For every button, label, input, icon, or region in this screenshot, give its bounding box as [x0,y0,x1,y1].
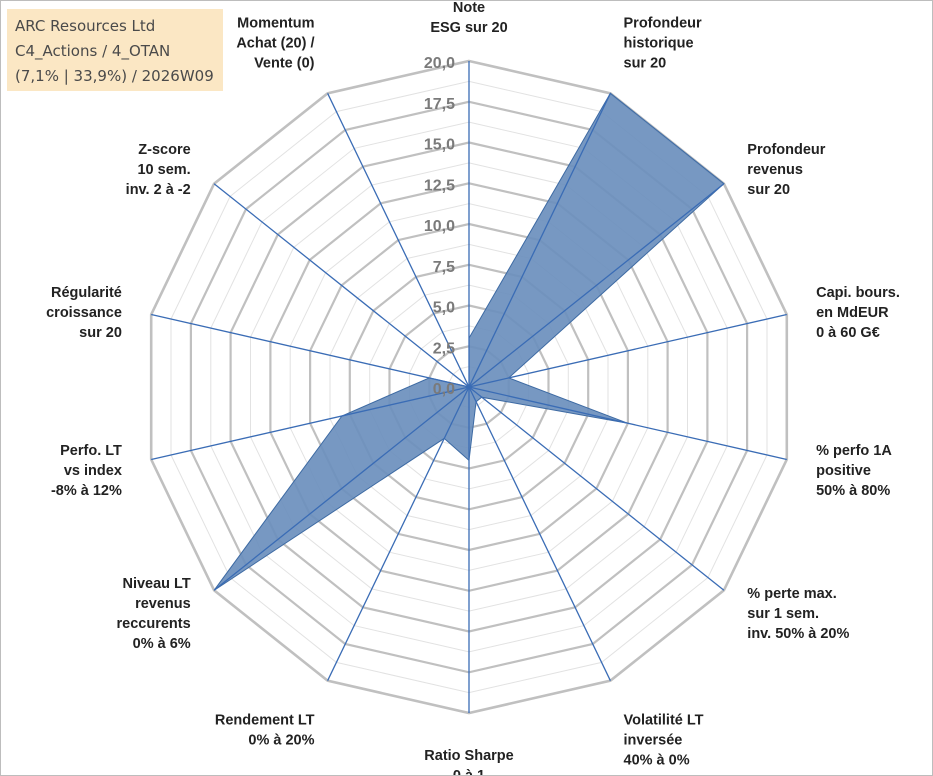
axis-label-line: Capi. bours. [816,285,900,301]
portfolio-name: C4_Actions / 4_OTAN [15,42,171,60]
axis-label: Perfo. LT vs index -8% à 12% [51,443,122,499]
tick-label: 5,0 [433,300,455,317]
axis-label-line: croissance [46,305,122,321]
info-box: ARC Resources Ltd C4_Actions / 4_OTAN (7… [7,9,223,91]
axis-label-line: 0% à 6% [133,636,191,652]
axis-label-line: Vente (0) [254,55,315,71]
axis-label-line: revenus [747,162,803,178]
axis-label: Volatilité LT inversée 40% à 0% [624,713,704,769]
axis-label-line: Volatilité LT [624,713,704,729]
axis-label-line: Rendement LT [215,713,315,729]
axis-label: Niveau LT revenus reccurents 0% à 6% [117,576,191,652]
tick-label: 2,5 [433,340,455,357]
axis-label-line: 40% à 0% [624,753,690,769]
axis-label-line: vs index [64,463,122,479]
axis-label: Régularité croissance sur 20 [46,285,122,341]
axis-label-line: % perte max. [747,586,836,602]
axis-label-line: Ratio Sharpe [424,748,513,764]
axis-label-line: Profondeur [747,142,825,158]
axis-spoke [327,93,470,388]
axis-label-line: -8% à 12% [51,483,122,499]
axis-spoke [468,313,787,388]
axis-spoke [468,93,611,388]
axis-label: Ratio Sharpe 0 à 1 [424,748,513,775]
axis-spoke [213,386,470,591]
axis-label: Capi. bours. en MdEUR 0 à 60 G€ [816,285,900,341]
axis-label-line: 0% à 20% [248,733,314,749]
axis-label-line: ESG sur 20 [430,20,507,36]
axis-label-line: Momentum [237,15,314,31]
axis-label: Momentum Achat (20) / Vente (0) [236,15,314,71]
axis-label-line: inv. 2 à -2 [126,182,191,198]
axis-label-line: 0 à 60 G€ [816,325,880,341]
axis-label-line: Profondeur [624,15,702,31]
axis-label-line: Note [453,1,485,16]
axis-label: Profondeur historique sur 20 [624,15,702,71]
tick-label: 15,0 [424,137,455,154]
axis-spoke [468,386,725,591]
axis-spoke [151,386,470,461]
axis-label-line: 50% à 80% [816,483,890,499]
axis-label-line: positive [816,463,871,479]
axis-spoke [213,183,470,388]
axis-label-line: en MdEUR [816,305,889,321]
axis-label-line: reccurents [117,616,191,632]
axis-label-line: Niveau LT [122,576,190,592]
axis-label-line: sur 1 sem. [747,606,819,622]
axis-label: % perte max. sur 1 sem. inv. 50% à 20% [747,586,849,642]
axis-label-line: Achat (20) / [236,35,314,51]
axis-label-line: Perfo. LT [60,443,122,459]
axis-label-line: revenus [135,596,191,612]
tick-label: 10,0 [424,218,455,235]
axis-spoke [151,313,470,388]
company-name: ARC Resources Ltd [15,17,156,35]
axis-label-line: sur 20 [79,325,122,341]
tick-label: 12,5 [424,177,455,194]
tick-label: 0,0 [433,381,455,398]
axis-label: Profondeur revenus sur 20 [747,142,825,198]
axis-label-line: inv. 50% à 20% [747,626,849,642]
axis-label-line: sur 20 [747,182,790,198]
axis-label: Rendement LT 0% à 20% [215,713,315,749]
axis-label: Note ESG sur 20 [430,1,507,36]
axis-label: Z-score 10 sem. inv. 2 à -2 [126,142,191,198]
axis-label-line: 10 sem. [137,162,190,178]
axis-label-line: inversée [624,733,683,749]
axis-label-line: Z-score [138,142,190,158]
axis-spoke [468,386,611,681]
axis-label-line: % perfo 1A [816,443,892,459]
axis-spoke [468,183,725,388]
axis-spoke [327,386,470,681]
tick-label: 17,5 [424,96,455,113]
tick-label: 7,5 [433,259,455,276]
portfolio-stats: (7,1% | 33,9%) / 2026W09 [15,67,214,85]
axis-label-line: sur 20 [624,55,667,71]
axis-label: % perfo 1A positive 50% à 80% [816,443,892,499]
tick-label: 20,0 [424,55,455,72]
axis-label-line: historique [624,35,694,51]
axis-label-line: Régularité [51,285,122,301]
axis-label-line: 0 à 1 [453,768,485,775]
